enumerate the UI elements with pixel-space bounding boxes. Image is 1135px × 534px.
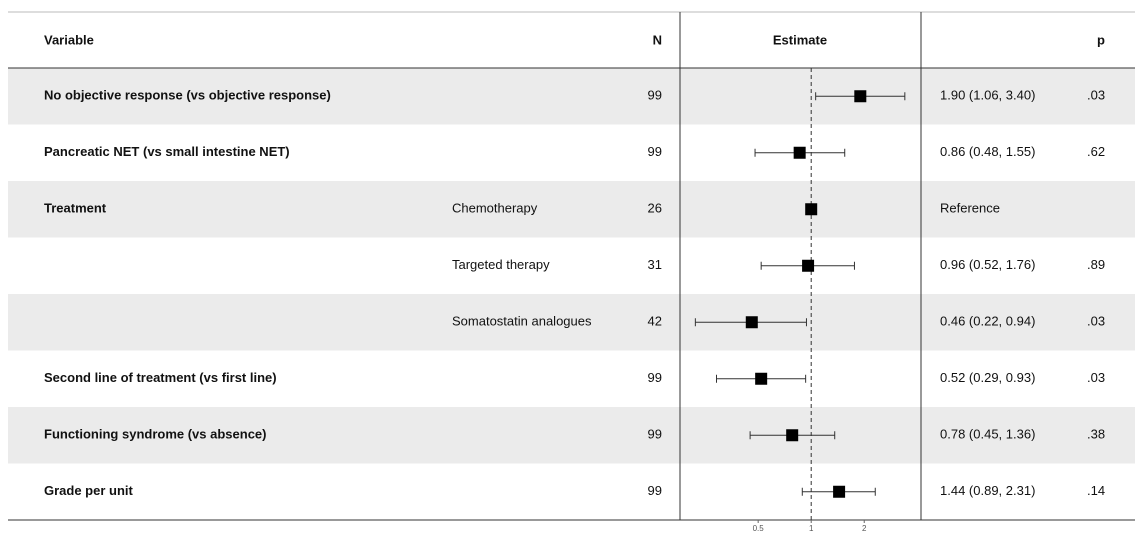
x-tick-label: 2 xyxy=(862,524,867,533)
point-estimate xyxy=(833,485,846,498)
estimate-label: 0.96 (0.52, 1.76) xyxy=(940,257,1035,272)
p-value: .03 xyxy=(1087,370,1105,385)
x-tick-label: 1 xyxy=(809,524,814,533)
estimate-label: 0.46 (0.22, 0.94) xyxy=(940,314,1035,329)
row-backgrounds xyxy=(8,68,1135,464)
variable-label: Grade per unit xyxy=(44,483,134,498)
point-estimate xyxy=(745,316,758,329)
subgroup-label: Chemotherapy xyxy=(452,201,538,216)
variable-label: Second line of treatment (vs first line) xyxy=(44,370,277,385)
estimate-label: 0.52 (0.29, 0.93) xyxy=(940,370,1035,385)
p-value: .62 xyxy=(1087,144,1105,159)
estimate-label: 1.90 (1.06, 3.40) xyxy=(940,88,1035,103)
estimate-label: 0.78 (0.45, 1.36) xyxy=(940,427,1035,442)
row-stripe xyxy=(8,407,1135,464)
subgroup-label: Somatostatin analogues xyxy=(452,314,592,329)
point-estimate xyxy=(802,259,815,272)
variable-label: No objective response (vs objective resp… xyxy=(44,88,331,103)
variable-label: Functioning syndrome (vs absence) xyxy=(44,427,267,442)
n-value: 99 xyxy=(648,144,662,159)
p-value: .03 xyxy=(1087,314,1105,329)
subgroup-label: Targeted therapy xyxy=(452,257,550,272)
n-value: 42 xyxy=(648,314,662,329)
p-value: .38 xyxy=(1087,427,1105,442)
header: p xyxy=(1097,32,1105,47)
variable-label: Pancreatic NET (vs small intestine NET) xyxy=(44,144,290,159)
row-stripe xyxy=(8,294,1135,351)
header: Variable xyxy=(44,32,94,47)
p-value: .89 xyxy=(1087,257,1105,272)
estimate-label: Reference xyxy=(940,201,1000,216)
row-stripe xyxy=(8,68,1135,125)
point-estimate xyxy=(805,203,818,216)
n-value: 26 xyxy=(648,201,662,216)
n-value: 99 xyxy=(648,88,662,103)
p-value: .03 xyxy=(1087,88,1105,103)
estimate-label: 1.44 (0.89, 2.31) xyxy=(940,483,1035,498)
point-estimate xyxy=(755,372,768,385)
n-value: 31 xyxy=(648,257,662,272)
estimate-label: 0.86 (0.48, 1.55) xyxy=(940,144,1035,159)
header: Estimate xyxy=(773,32,827,47)
header: N xyxy=(653,32,662,47)
x-tick-label: 0.5 xyxy=(753,524,765,533)
point-estimate xyxy=(786,429,799,442)
n-value: 99 xyxy=(648,427,662,442)
n-value: 99 xyxy=(648,483,662,498)
point-estimate xyxy=(793,146,806,159)
variable-label: Treatment xyxy=(44,201,107,216)
p-value: .14 xyxy=(1087,483,1105,498)
point-estimate xyxy=(854,90,867,103)
row-stripe xyxy=(8,181,1135,238)
n-value: 99 xyxy=(648,370,662,385)
